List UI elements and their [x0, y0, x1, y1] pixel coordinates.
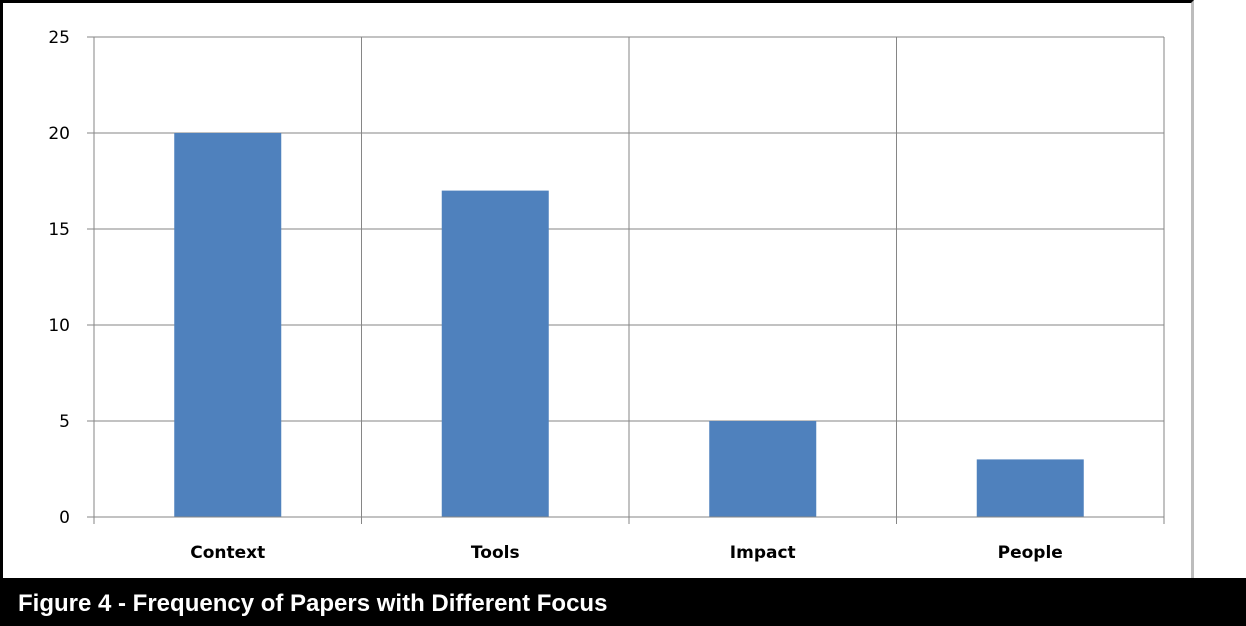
axis-layer: 0 5 10 15 20 25 Context Tools Impact People — [48, 28, 1164, 563]
y-tick-label: 25 — [48, 28, 70, 48]
bars-layer — [174, 133, 1084, 517]
bar-chart: 0 5 10 15 20 25 Context Tools Impact People — [48, 28, 1165, 563]
bar-people — [976, 459, 1084, 517]
bar-tools — [441, 190, 549, 517]
figure-caption-bar: Figure 4 - Frequency of Papers with Diff… — [0, 578, 1246, 626]
bar-impact — [709, 421, 817, 517]
y-tick-label: 15 — [48, 220, 70, 240]
x-category-label: Context — [190, 543, 265, 563]
y-tick-label: 20 — [48, 124, 70, 144]
y-tick-label: 10 — [48, 316, 70, 336]
bar-context — [174, 133, 282, 517]
x-category-label: Tools — [471, 543, 520, 563]
x-category-label: Impact — [730, 543, 796, 563]
y-tick-label: 0 — [59, 508, 70, 528]
figure-caption: Figure 4 - Frequency of Papers with Diff… — [18, 590, 608, 617]
x-category-label: People — [998, 543, 1063, 563]
chart-frame — [0, 0, 1194, 586]
y-tick-label: 5 — [59, 412, 70, 432]
